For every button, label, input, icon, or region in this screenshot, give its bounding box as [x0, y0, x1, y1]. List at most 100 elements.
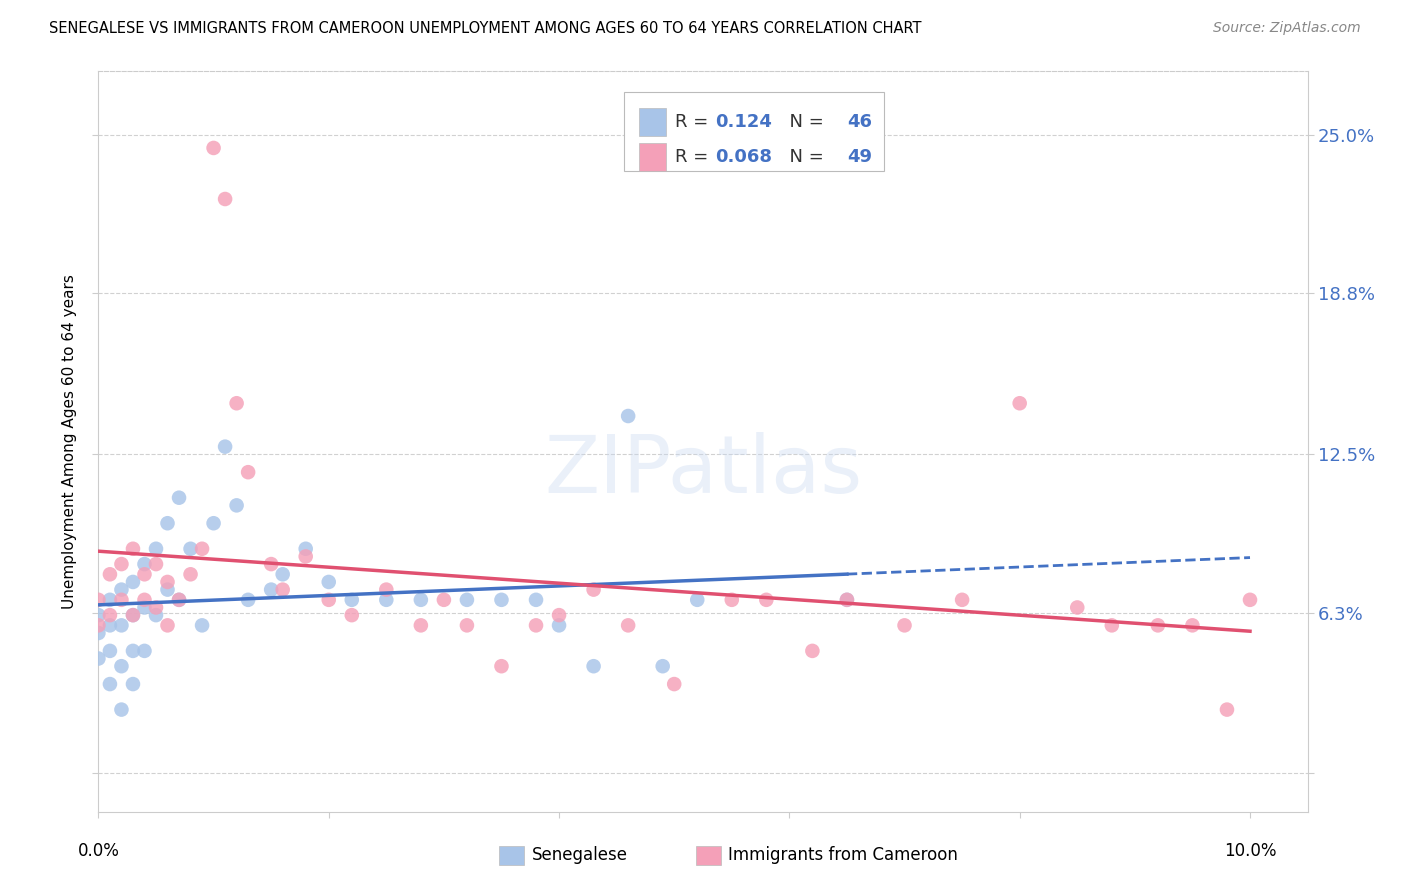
Point [110, 618, 132, 632]
Point [87, 608, 110, 623]
Point [122, 608, 145, 623]
Bar [638, 143, 665, 171]
Point [191, 618, 214, 632]
Text: 10.0%: 10.0% [1223, 842, 1277, 861]
Point [835, 592, 858, 607]
Text: Immigrants from Cameroon: Immigrants from Cameroon [728, 847, 957, 864]
Point [191, 541, 214, 556]
Point [122, 677, 145, 691]
Text: Source: ZipAtlas.com: Source: ZipAtlas.com [1213, 21, 1361, 35]
Point [98, 618, 121, 632]
Point [409, 592, 432, 607]
Point [134, 600, 156, 615]
Point [318, 574, 340, 589]
Point [524, 592, 547, 607]
Point [456, 592, 478, 607]
Point [271, 582, 294, 597]
Text: Senegalese: Senegalese [531, 847, 627, 864]
Point [409, 618, 432, 632]
Point [260, 582, 283, 597]
Point [167, 592, 190, 607]
FancyBboxPatch shape [624, 92, 884, 171]
Point [167, 491, 190, 505]
Point [134, 592, 156, 607]
Point [340, 608, 363, 623]
Point [156, 618, 179, 632]
Point [156, 516, 179, 531]
Point [98, 592, 121, 607]
Point [1216, 703, 1239, 717]
Point [720, 592, 742, 607]
Point [110, 557, 132, 571]
Point [122, 608, 145, 623]
Point [801, 644, 824, 658]
Y-axis label: Unemployment Among Ages 60 to 64 years: Unemployment Among Ages 60 to 64 years [62, 274, 77, 609]
Point [260, 557, 283, 571]
Point [145, 608, 167, 623]
Point [340, 592, 363, 607]
Point [294, 541, 316, 556]
Point [214, 440, 236, 454]
Point [1239, 592, 1261, 607]
Point [1101, 618, 1123, 632]
Point [582, 582, 605, 597]
Text: R =: R = [675, 148, 714, 166]
Point [134, 557, 156, 571]
Point [202, 141, 225, 155]
Point [87, 626, 110, 640]
Text: ZIPatlas: ZIPatlas [544, 432, 862, 510]
Point [491, 659, 513, 673]
Point [98, 677, 121, 691]
Point [664, 677, 686, 691]
Point [110, 659, 132, 673]
Point [214, 192, 236, 206]
Point [236, 465, 259, 479]
Point [225, 396, 247, 410]
Point [156, 582, 179, 597]
Point [950, 592, 973, 607]
Point [134, 567, 156, 582]
Point [294, 549, 316, 564]
Point [122, 574, 145, 589]
Text: N =: N = [778, 113, 830, 131]
Point [524, 618, 547, 632]
Point [145, 557, 167, 571]
Point [110, 582, 132, 597]
Point [145, 541, 167, 556]
Point [835, 592, 858, 607]
Point [110, 592, 132, 607]
Point [122, 644, 145, 658]
Text: 49: 49 [846, 148, 872, 166]
Point [98, 567, 121, 582]
Point [1008, 396, 1031, 410]
Point [98, 608, 121, 623]
Text: 0.068: 0.068 [716, 148, 772, 166]
Point [122, 541, 145, 556]
Point [202, 516, 225, 531]
Point [651, 659, 673, 673]
Point [491, 592, 513, 607]
Point [134, 644, 156, 658]
Point [375, 592, 398, 607]
Text: 0.0%: 0.0% [77, 842, 120, 861]
Point [433, 592, 456, 607]
Text: 0.124: 0.124 [716, 113, 772, 131]
Point [156, 574, 179, 589]
Point [87, 651, 110, 665]
Point [167, 592, 190, 607]
Point [98, 644, 121, 658]
Point [617, 618, 640, 632]
Point [686, 592, 709, 607]
Text: N =: N = [778, 148, 830, 166]
Point [548, 608, 571, 623]
Bar [638, 108, 665, 136]
Point [87, 592, 110, 607]
Text: R =: R = [675, 113, 714, 131]
Point [87, 618, 110, 632]
Point [110, 703, 132, 717]
Point [617, 409, 640, 423]
Point [1147, 618, 1170, 632]
Point [375, 582, 398, 597]
Point [271, 567, 294, 582]
Point [236, 592, 259, 607]
